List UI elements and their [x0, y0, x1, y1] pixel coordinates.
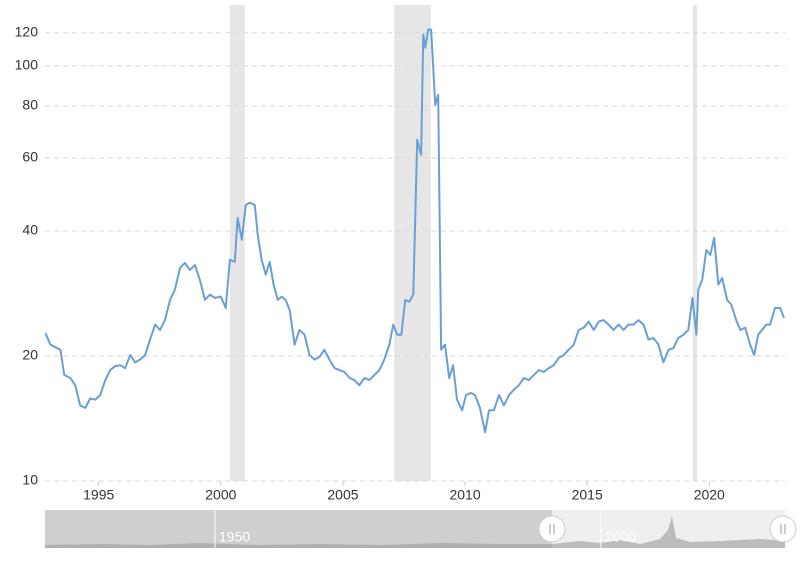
recession-band: [394, 5, 431, 481]
y-tick-label: 60: [22, 149, 38, 165]
y-tick-label: 120: [15, 24, 39, 40]
data-line: [44, 28, 785, 434]
y-tick-label: 100: [15, 56, 39, 72]
x-tick-label: 2005: [327, 487, 358, 503]
navigator: 1950 2000: [45, 510, 797, 548]
x-tick-label: 2010: [449, 487, 480, 503]
navigator-label: 2000: [605, 529, 636, 545]
y-tick-label: 20: [22, 347, 38, 363]
navigator-outside: [45, 510, 552, 548]
navigator-handle[interactable]: [769, 515, 797, 543]
navigator-area: [45, 516, 785, 548]
x-tick-label: 2000: [205, 487, 236, 503]
navigator-handle[interactable]: [538, 515, 566, 543]
x-tick-label: 1995: [83, 487, 114, 503]
y-tick-label: 10: [22, 472, 38, 488]
plot-area: 10 20 40 60 80 100 120 1995 2000 2005 2010 2015 2020: [15, 5, 785, 503]
recession-band: [229, 5, 245, 481]
navigator-label: 1950: [219, 529, 250, 545]
y-tick-label: 40: [22, 222, 38, 238]
y-tick-label: 80: [22, 97, 38, 113]
x-tick-label: 2020: [694, 487, 725, 503]
x-tick-label: 2015: [572, 487, 603, 503]
recession-band: [692, 5, 698, 481]
